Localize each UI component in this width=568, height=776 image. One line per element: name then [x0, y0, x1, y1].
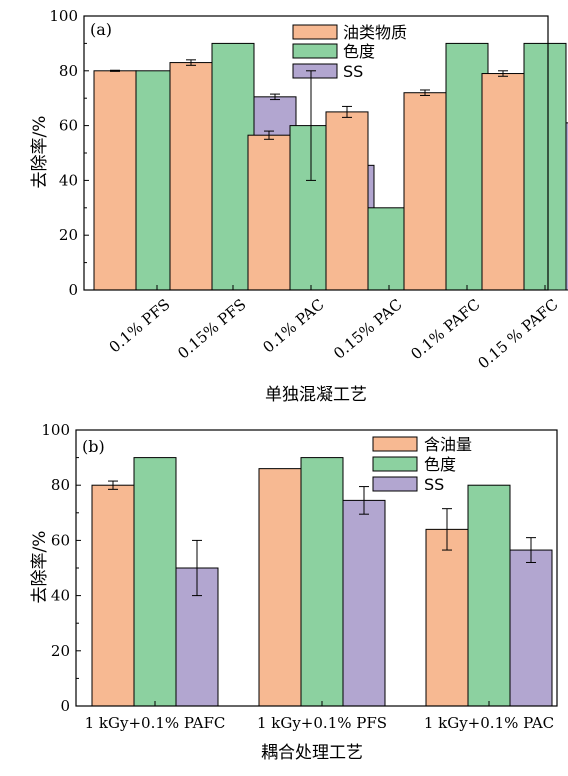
panel-b-bar-s2-c1: [342, 499, 386, 707]
panel-a-xtick-label-1: 0.15% PFS: [174, 295, 249, 362]
panel-a-y-axis-title: 去除率/%: [30, 116, 50, 189]
panel-a-xtick-label-5: 0.15 % PAFC: [474, 295, 561, 372]
panel-a-legend-label-2: SS: [343, 62, 363, 81]
panel-a-bar-s1-c1: [211, 42, 255, 291]
panel-b-legend-swatch-1: [372, 456, 418, 472]
panel-a-xtick-label-3: 0.15% PAC: [330, 295, 405, 362]
panel-a-xtick-label-2: 0.1% PAC: [259, 295, 327, 356]
panel-a-bar-s0-c5: [481, 73, 525, 291]
panel-b-bar-s2-c2: [509, 549, 553, 707]
panel-a-errorbar-s0-c3: [342, 105, 352, 118]
panel-a-x-axis-title: 单独混凝工艺: [265, 385, 367, 405]
panel-b-ytick-label-2: 40: [51, 587, 70, 605]
panel-a-ytick-label-0: 0: [68, 281, 78, 299]
panel-b-bar-s0-c1: [258, 468, 302, 707]
panel-a-bars: [93, 42, 568, 291]
panel-a-xtick-label-4: 0.1% PAFC: [407, 295, 483, 363]
panel-a-bar-s0-c2: [247, 134, 291, 291]
panel-b-legend-swatch-0: [372, 436, 418, 452]
panel-a-errorbar-s0-c5: [498, 70, 508, 77]
panel-b-bars: [91, 457, 553, 707]
panel-b-bar-s0-c2: [425, 528, 469, 707]
panel-b-label: (b): [82, 437, 105, 456]
panel-a-errorbar-s0-c2: [264, 130, 274, 140]
panel-b-errorbar-s2-c2: [526, 537, 536, 563]
panel-b-ytick-label-1: 20: [51, 642, 70, 660]
panel-b-ytick-label-5: 100: [41, 421, 70, 439]
panel-a-errorbar-s0-c4: [420, 89, 430, 96]
panel-b-legend-label-0: 含油量: [424, 435, 472, 454]
panel-a-bar-s0-c4: [403, 92, 447, 291]
panel-a-errorbar-s0-c0: [110, 69, 120, 72]
panel-a-errorbar-s2-c1: [270, 93, 280, 101]
panel-b-errorbar-s0-c0: [108, 480, 118, 490]
panel-a-bar-s2-c5: [565, 122, 568, 291]
panel-a-ytick-label-4: 80: [59, 62, 78, 80]
panel-b-errorbar-s0-c2: [442, 508, 452, 551]
panel-b-xtick-label-0: 1 kGy+0.1% PAFC: [85, 714, 226, 732]
panel-a-ytick-label-5: 100: [49, 7, 78, 25]
panel-a-xtick-label-0: 0.1% PFS: [106, 295, 174, 356]
panel-b-xtick-label-1: 1 kGy+0.1% PFS: [257, 714, 387, 732]
panel-b-x-axis-title: 耦合处理工艺: [261, 743, 363, 763]
panel-b-ytick-label-3: 60: [51, 531, 70, 549]
panel-b-bar-s1-c1: [300, 457, 344, 707]
panel-b-legend-label-2: SS: [424, 475, 444, 494]
panel-b-xtick-label-2: 1 kGy+0.1% PAC: [424, 714, 554, 732]
panel-a-ytick-label-3: 60: [59, 117, 78, 135]
panel-b-bar-s0-c0: [91, 484, 135, 707]
panel-a-bar-s1-c4: [445, 42, 489, 291]
panel-b-bar-s1-c0: [133, 457, 177, 707]
panel-b-ytick-label-4: 80: [51, 476, 70, 494]
panel-a-legend-swatch-0: [292, 24, 338, 40]
panel-b-legend: 含油量 色度 SS: [372, 435, 472, 494]
panel-a-ytick-label-2: 40: [59, 171, 78, 189]
panel-b-legend-swatch-2: [372, 476, 418, 492]
chart-panel-b: (b) 去除率/% 耦合处理工艺 含油量 色度 SS 0 20 40 60 80 100 1…: [30, 421, 558, 763]
panel-a-bar-s0-c3: [325, 111, 369, 291]
panel-a-bar-s0-c0: [93, 70, 137, 291]
panel-a-legend-label-0: 油类物质: [343, 23, 407, 42]
panel-a-ytick-label-1: 20: [59, 226, 78, 244]
panel-b-legend-label-1: 色度: [424, 455, 456, 474]
panel-b-bar-s1-c2: [467, 484, 511, 707]
panel-b-errorbar-s2-c0: [192, 539, 202, 597]
panel-a-bar-s1-c5: [523, 42, 567, 291]
panel-a-legend-swatch-1: [292, 43, 338, 59]
chart-panel-a: (a) 去除率/% 单独混凝工艺 油类物质 色度 SS 0 20 40 60 80 100…: [30, 7, 568, 405]
panel-a-legend: 油类物质 色度 SS: [292, 23, 407, 81]
panel-a-legend-label-1: 色度: [343, 42, 375, 61]
panel-b-ytick-label-0: 0: [60, 697, 70, 715]
panel-a-errorbar-s0-c1: [186, 59, 196, 66]
panel-a-errorbar-s1-c2: [306, 70, 316, 181]
panel-a-label: (a): [90, 20, 112, 39]
panel-a-bar-s1-c3: [367, 207, 411, 291]
panel-b-y-axis-title: 去除率/%: [30, 531, 50, 604]
panel-a-bar-s0-c1: [169, 62, 213, 291]
panel-b-errorbar-s2-c1: [359, 486, 369, 515]
